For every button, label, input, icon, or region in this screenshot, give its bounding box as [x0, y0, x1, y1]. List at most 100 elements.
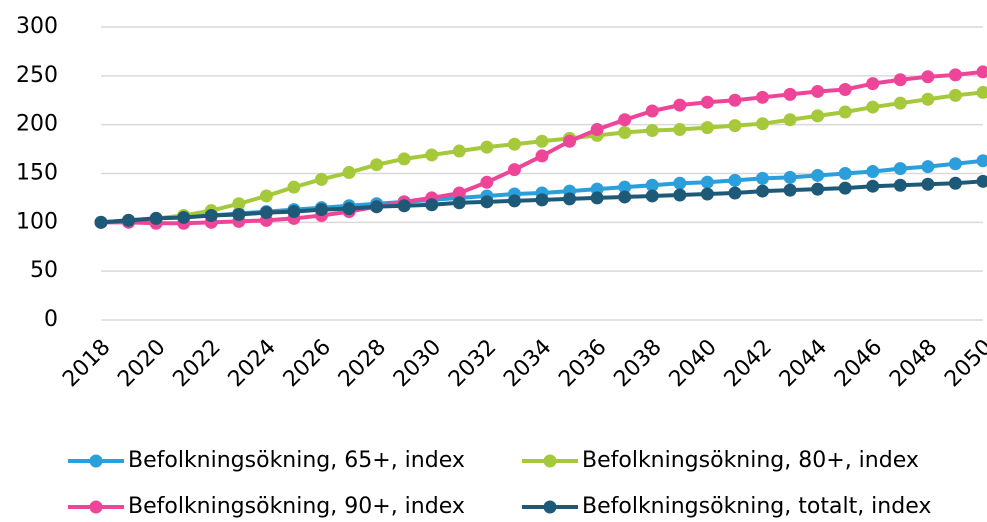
x-tick-label: 2042: [720, 335, 777, 392]
data-point: [811, 168, 825, 182]
data-point: [563, 134, 577, 148]
data-point: [948, 68, 962, 82]
data-point: [811, 109, 825, 123]
data-point: [122, 213, 136, 227]
data-point: [259, 206, 273, 220]
data-point: [259, 189, 273, 203]
legend-item: Befolkningsökning, totalt, index: [522, 494, 931, 519]
legend-item: Befolkningsökning, 65+, index: [68, 448, 465, 473]
data-point: [700, 95, 714, 109]
legend-item: Befolkningsökning, 90+, index: [68, 494, 465, 519]
data-point: [507, 163, 521, 177]
data-point: [728, 119, 742, 133]
data-point: [811, 182, 825, 196]
data-point: [838, 105, 852, 119]
y-tick-label: 100: [16, 209, 58, 234]
data-point: [783, 113, 797, 127]
legend-marker: [543, 454, 557, 468]
data-point: [811, 84, 825, 98]
data-point: [590, 191, 604, 205]
data-point: [618, 180, 632, 194]
data-point: [783, 183, 797, 197]
data-point: [948, 157, 962, 171]
data-point: [921, 160, 935, 174]
data-point: [342, 166, 356, 180]
data-point: [673, 176, 687, 190]
x-tick-label: 2024: [224, 335, 281, 392]
y-tick-label: 200: [16, 112, 58, 137]
data-point: [893, 162, 907, 176]
data-point: [756, 171, 769, 185]
data-point: [700, 121, 714, 135]
data-point: [480, 195, 494, 209]
data-point: [232, 197, 246, 211]
y-tick-label: 50: [30, 258, 58, 283]
x-tick-label: 2036: [554, 335, 611, 392]
data-point: [287, 180, 301, 194]
x-tick-label: 2022: [168, 335, 225, 392]
legend-label: Befolkningsökning, 65+, index: [128, 448, 465, 473]
data-point: [921, 70, 935, 84]
data-point: [618, 125, 632, 139]
data-point: [756, 117, 769, 131]
legend-label: Befolkningsökning, 80+, index: [582, 448, 919, 473]
data-point: [645, 124, 659, 138]
data-point: [452, 196, 466, 210]
data-point: [618, 190, 632, 204]
data-point: [673, 188, 687, 202]
x-tick-label: 2026: [279, 335, 336, 392]
y-tick-label: 300: [16, 14, 58, 39]
data-point: [480, 140, 494, 154]
x-tick-label: 2050: [940, 335, 987, 392]
data-point: [921, 92, 935, 106]
data-point: [756, 184, 769, 198]
data-point: [315, 172, 328, 186]
data-point: [397, 152, 411, 166]
data-point: [645, 178, 659, 192]
legend-marker: [89, 454, 103, 468]
x-tick-label: 2028: [334, 335, 391, 392]
y-tick-label: 0: [44, 307, 58, 332]
data-point: [673, 123, 687, 137]
data-point: [838, 181, 852, 195]
data-point: [452, 144, 466, 158]
data-point: [287, 205, 301, 219]
x-tick-label: 2020: [113, 335, 170, 392]
data-point: [645, 189, 659, 203]
data-point: [232, 208, 246, 222]
data-point: [783, 170, 797, 184]
data-point: [866, 77, 880, 91]
data-point: [342, 202, 356, 216]
data-point: [700, 175, 714, 189]
data-point: [563, 192, 577, 206]
data-point: [838, 167, 852, 180]
data-point: [535, 134, 549, 148]
x-tick-label: 2018: [58, 335, 115, 392]
data-point: [976, 85, 987, 99]
data-point: [149, 211, 163, 225]
data-point: [177, 210, 191, 224]
data-point: [204, 208, 218, 222]
data-point: [783, 87, 797, 101]
y-tick-label: 150: [16, 161, 58, 186]
legend-marker: [89, 500, 103, 514]
data-point: [370, 200, 384, 214]
data-point: [893, 96, 907, 110]
data-point: [315, 203, 328, 217]
data-point: [866, 165, 880, 179]
data-point: [645, 104, 659, 118]
data-point: [893, 73, 907, 87]
data-point: [728, 173, 742, 187]
legend-label: Befolkningsökning, 90+, index: [128, 494, 465, 519]
y-tick-label: 250: [16, 63, 58, 88]
data-point: [425, 148, 439, 162]
x-tick-label: 2032: [444, 335, 501, 392]
x-tick-label: 2046: [830, 335, 887, 392]
x-tick-label: 2044: [775, 335, 832, 392]
x-tick-label: 2040: [665, 335, 722, 392]
data-point: [452, 186, 466, 200]
data-point: [370, 158, 384, 172]
data-point: [921, 177, 935, 191]
data-point: [838, 83, 852, 97]
